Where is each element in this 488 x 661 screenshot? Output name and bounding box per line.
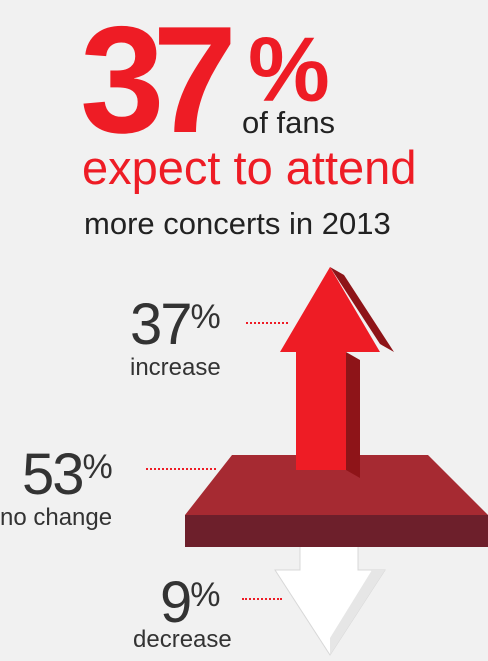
platform-top (185, 455, 488, 515)
down-arrow-icon (274, 539, 386, 656)
headline-percent-sign: % (248, 19, 330, 121)
stat-decrease: 9% (160, 574, 221, 632)
stat-increase: 37% (130, 296, 221, 354)
stat-no-change: 53% (22, 446, 113, 504)
stat-increase-unit: % (190, 298, 221, 336)
up-arrow-stem-side (346, 352, 360, 478)
platform-side (185, 515, 488, 547)
stat-increase-value: 37 (130, 292, 192, 357)
stat-no-change-value: 53 (22, 442, 84, 507)
headline-expect-text: expect to attend (82, 141, 417, 194)
leader-decrease (242, 598, 282, 600)
stat-decrease-value: 9 (160, 570, 192, 635)
headline-more-text: more concerts in 2013 (84, 206, 391, 241)
stat-no-change-label: no change (0, 504, 113, 531)
stat-decrease-label: decrease (133, 626, 232, 653)
stat-no-change-unit: % (82, 448, 113, 486)
leader-no-change (146, 468, 216, 470)
leader-increase (246, 322, 288, 324)
stat-increase-label: increase (130, 354, 221, 381)
up-arrow-icon (280, 267, 380, 470)
down-arrow-shade (330, 570, 385, 655)
headline-of-fans: of fans (242, 105, 336, 140)
up-arrow-side-icon (330, 267, 394, 352)
headline-number: 37 (80, 0, 237, 165)
stat-decrease-unit: % (190, 576, 221, 614)
